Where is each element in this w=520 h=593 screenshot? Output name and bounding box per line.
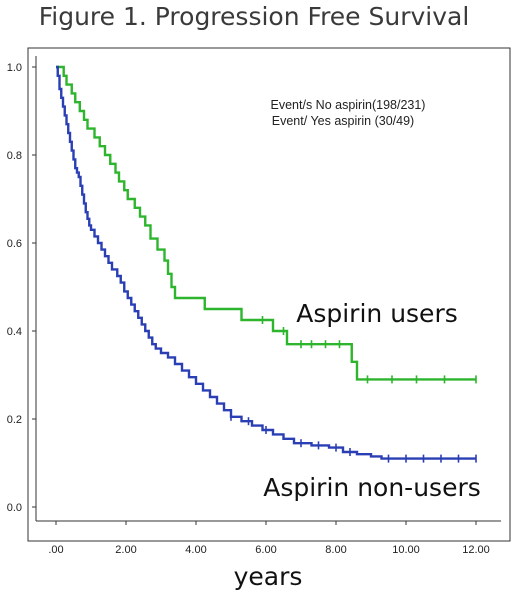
x-ticks: .00 2.00 4.00 6.00 8.00 10.00 12.00 xyxy=(48,521,490,556)
x-tick-label: 10.00 xyxy=(392,544,420,556)
plot-frame xyxy=(27,47,511,542)
x-tick-label: 12.00 xyxy=(462,544,490,556)
y-tick-label: 0.0 xyxy=(7,502,22,514)
series-line-aspirin-users xyxy=(56,65,476,381)
x-tick-label: 8.00 xyxy=(325,544,346,556)
y-tick-label: 0.4 xyxy=(7,326,22,338)
series-line-aspirin-non-users xyxy=(56,65,476,460)
y-tick-label: 1.0 xyxy=(7,62,22,74)
x-tick-label: 4.00 xyxy=(185,544,206,556)
series-label-aspirin-non-users: Aspirin non-users xyxy=(263,473,481,502)
annotation-yes-aspirin: Event/ Yes aspirin (30/49) xyxy=(272,114,414,128)
x-tick-label: 6.00 xyxy=(255,544,276,556)
chart-title: Figure 1. Progression Free Survival xyxy=(39,2,470,31)
x-tick-label: 2.00 xyxy=(115,544,136,556)
annotation-no-aspirin: Event/s No aspirin(198/231) xyxy=(271,98,426,112)
y-tick-label: 0.8 xyxy=(7,150,22,162)
x-tick-label: .00 xyxy=(48,544,63,556)
y-tick-label: 0.2 xyxy=(7,414,22,426)
y-ticks: 0.0 0.2 0.4 0.6 0.8 1.0 xyxy=(7,62,36,514)
series-label-aspirin-users: Aspirin users xyxy=(296,299,458,328)
y-tick-label: 0.6 xyxy=(7,238,22,250)
series-layer xyxy=(56,65,477,463)
x-axis-label: years xyxy=(234,562,303,591)
